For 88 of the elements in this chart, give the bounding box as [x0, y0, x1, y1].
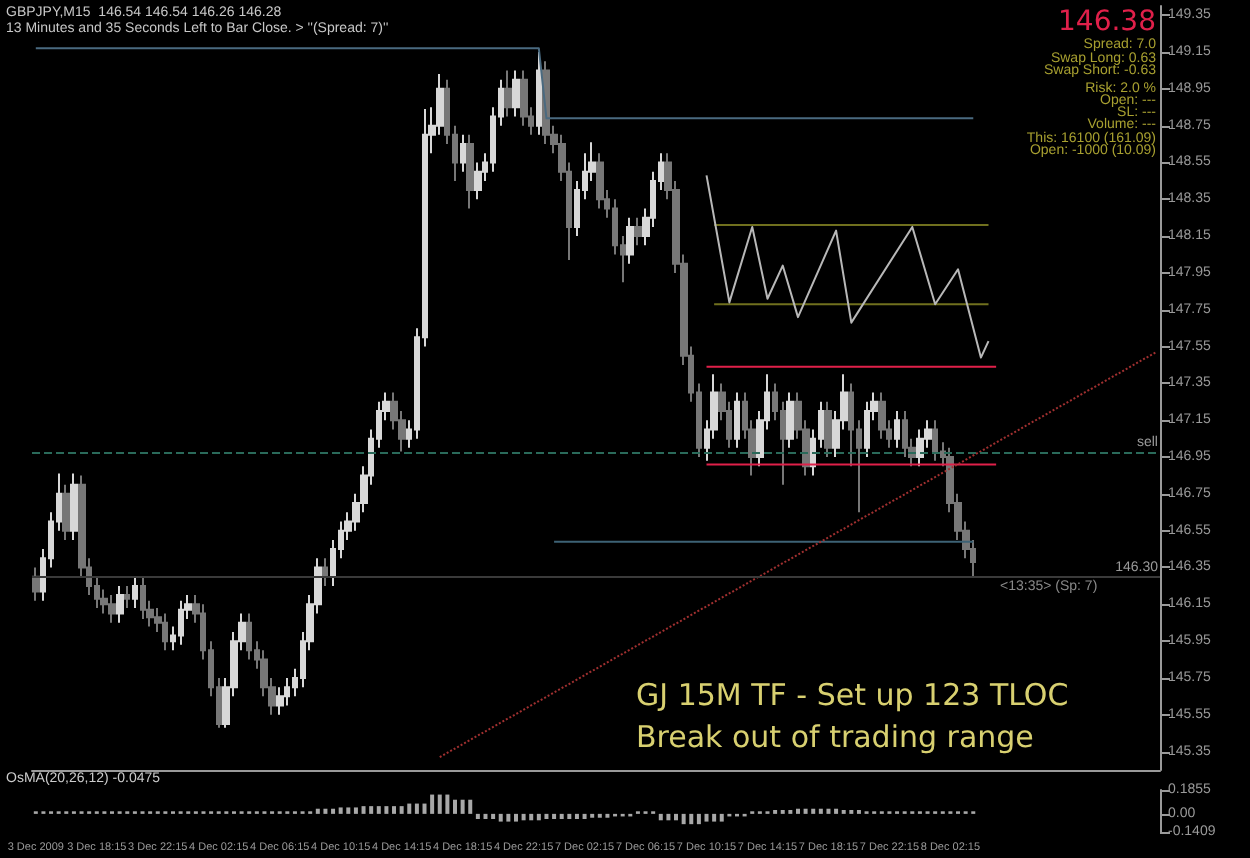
bar	[506, 813, 511, 822]
bar	[346, 807, 351, 814]
bar	[392, 806, 397, 814]
candlestick	[512, 69, 520, 118]
bar	[574, 813, 579, 820]
candlestick	[276, 686, 284, 716]
candlestick	[474, 161, 482, 201]
candlestick	[932, 419, 938, 462]
candlestick	[786, 391, 794, 449]
bar	[338, 807, 343, 814]
candlestick	[626, 216, 634, 265]
candlestick	[466, 133, 474, 210]
bar	[674, 813, 679, 821]
bar	[369, 806, 374, 814]
candlestick	[460, 133, 466, 173]
candlestick	[132, 575, 138, 609]
annotation: Break out of trading range	[636, 719, 1034, 755]
bar	[704, 813, 709, 822]
line-series	[705, 174, 990, 359]
bar	[323, 808, 328, 814]
bar	[437, 794, 442, 814]
bar	[536, 813, 541, 821]
candlestick	[894, 410, 900, 449]
candlestick	[116, 584, 124, 624]
candlestick	[140, 575, 146, 621]
candlestick	[162, 612, 168, 652]
candlestick	[878, 391, 886, 440]
candlestick	[536, 51, 542, 136]
bar	[384, 806, 389, 814]
annotation: GJ 15M TF - Set up 123 TLOC	[636, 677, 1069, 713]
bar	[468, 799, 473, 814]
bar	[422, 803, 427, 814]
candlestick	[596, 152, 604, 210]
bar	[376, 806, 381, 814]
candlestick	[916, 428, 924, 468]
candlestick	[70, 472, 78, 541]
bar	[811, 808, 816, 814]
candlestick	[32, 566, 40, 602]
candlestick	[178, 599, 184, 646]
bar	[803, 808, 808, 814]
bar	[689, 813, 694, 825]
bar	[407, 803, 412, 814]
bar	[331, 808, 336, 814]
bar	[460, 799, 465, 814]
candlestick	[902, 410, 908, 459]
candlestick	[734, 391, 740, 449]
candlestick	[520, 69, 528, 127]
bar	[567, 813, 572, 820]
bar	[552, 813, 557, 820]
candlestick	[124, 584, 130, 609]
candlestick	[504, 69, 512, 118]
bar	[795, 808, 800, 814]
bar	[834, 808, 839, 814]
bar	[353, 807, 358, 814]
bar	[529, 813, 534, 821]
bar	[826, 808, 831, 814]
bar	[696, 813, 701, 825]
bar	[544, 813, 549, 820]
bar	[315, 808, 320, 814]
bar	[582, 813, 587, 820]
bar	[559, 813, 564, 820]
bar	[712, 813, 717, 822]
bar	[681, 813, 686, 825]
bar	[483, 813, 488, 820]
bar	[498, 813, 503, 822]
bar	[445, 794, 450, 814]
bar	[399, 806, 404, 814]
candlestick	[322, 557, 328, 587]
bar	[414, 803, 419, 814]
bar	[818, 808, 823, 814]
bar	[658, 813, 663, 821]
candlestick	[824, 400, 832, 459]
candlestick	[634, 216, 642, 247]
bar	[491, 813, 496, 820]
bar	[666, 813, 671, 821]
candlestick	[246, 612, 252, 661]
candlestick	[108, 594, 116, 624]
bar	[513, 813, 518, 822]
annotation: 146.38	[1058, 6, 1157, 38]
bar	[453, 799, 457, 814]
bar	[361, 806, 366, 814]
bar	[475, 813, 480, 820]
candlestick	[62, 483, 70, 541]
candlestick	[284, 676, 290, 707]
bar	[719, 813, 724, 822]
candlestick	[864, 400, 870, 459]
bar	[521, 813, 526, 821]
bar	[430, 794, 435, 814]
